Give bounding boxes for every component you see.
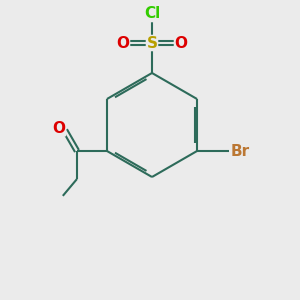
Text: S: S [146,35,158,50]
Text: Br: Br [230,143,250,158]
Text: O: O [52,121,65,136]
Text: Cl: Cl [144,7,160,22]
Text: O: O [175,35,188,50]
Text: O: O [116,35,130,50]
